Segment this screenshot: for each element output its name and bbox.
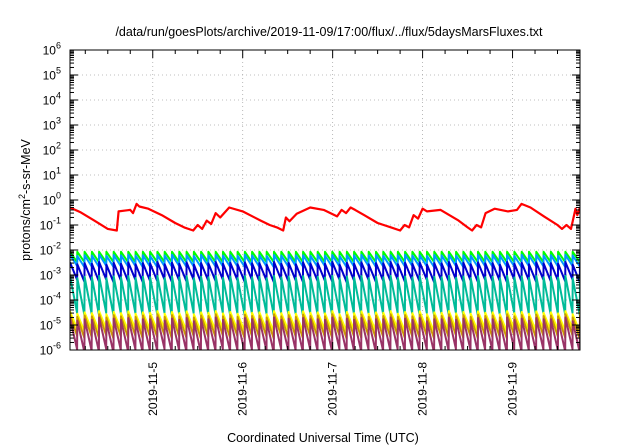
y-tick-label: 102 [43, 141, 61, 158]
grid-lines [70, 50, 580, 350]
x-axis-label: Coordinated Universal Time (UTC) [227, 431, 419, 445]
x-tick-label: 2019-11-7 [326, 362, 340, 416]
series-lines [70, 202, 580, 350]
series-line-0 [70, 202, 580, 232]
y-tick-label: 10-3 [40, 266, 61, 283]
x-tick-label: 2019-11-5 [146, 362, 160, 416]
y-axis-ticks: 10-6 10-5 10-4 10-3 10-2 10-1 100 101 102 103 104 1… [40, 41, 580, 358]
y-tick-label: 10-2 [40, 241, 61, 258]
y-tick-label: 10-5 [40, 316, 61, 333]
x-axis-ticks: 2019-11-5 2019-11-6 2019-11-7 2019-11-8 2019… [84, 50, 559, 416]
y-tick-label: 10-6 [40, 341, 61, 358]
y-tick-label: 100 [43, 191, 61, 208]
y-axis-label: protons/cm2-s-sr-MeV [17, 138, 33, 260]
series-line-7 [70, 316, 580, 350]
y-tick-label: 103 [43, 116, 61, 133]
y-tick-label: 104 [43, 91, 61, 108]
x-tick-label: 2019-11-8 [416, 362, 430, 416]
y-tick-label: 105 [43, 66, 61, 83]
chart-title: /data/run/goesPlots/archive/2019-11-09/1… [115, 25, 543, 39]
series-line-4 [70, 274, 580, 317]
y-tick-label: 101 [43, 166, 61, 183]
y-tick-label: 106 [43, 41, 61, 58]
y-tick-label: 10-4 [40, 291, 61, 308]
series-line-3 [70, 261, 580, 284]
x-tick-label: 2019-11-6 [236, 362, 250, 416]
y-tick-label: 10-1 [40, 216, 61, 233]
x-tick-label: 2019-11-9 [506, 362, 520, 416]
